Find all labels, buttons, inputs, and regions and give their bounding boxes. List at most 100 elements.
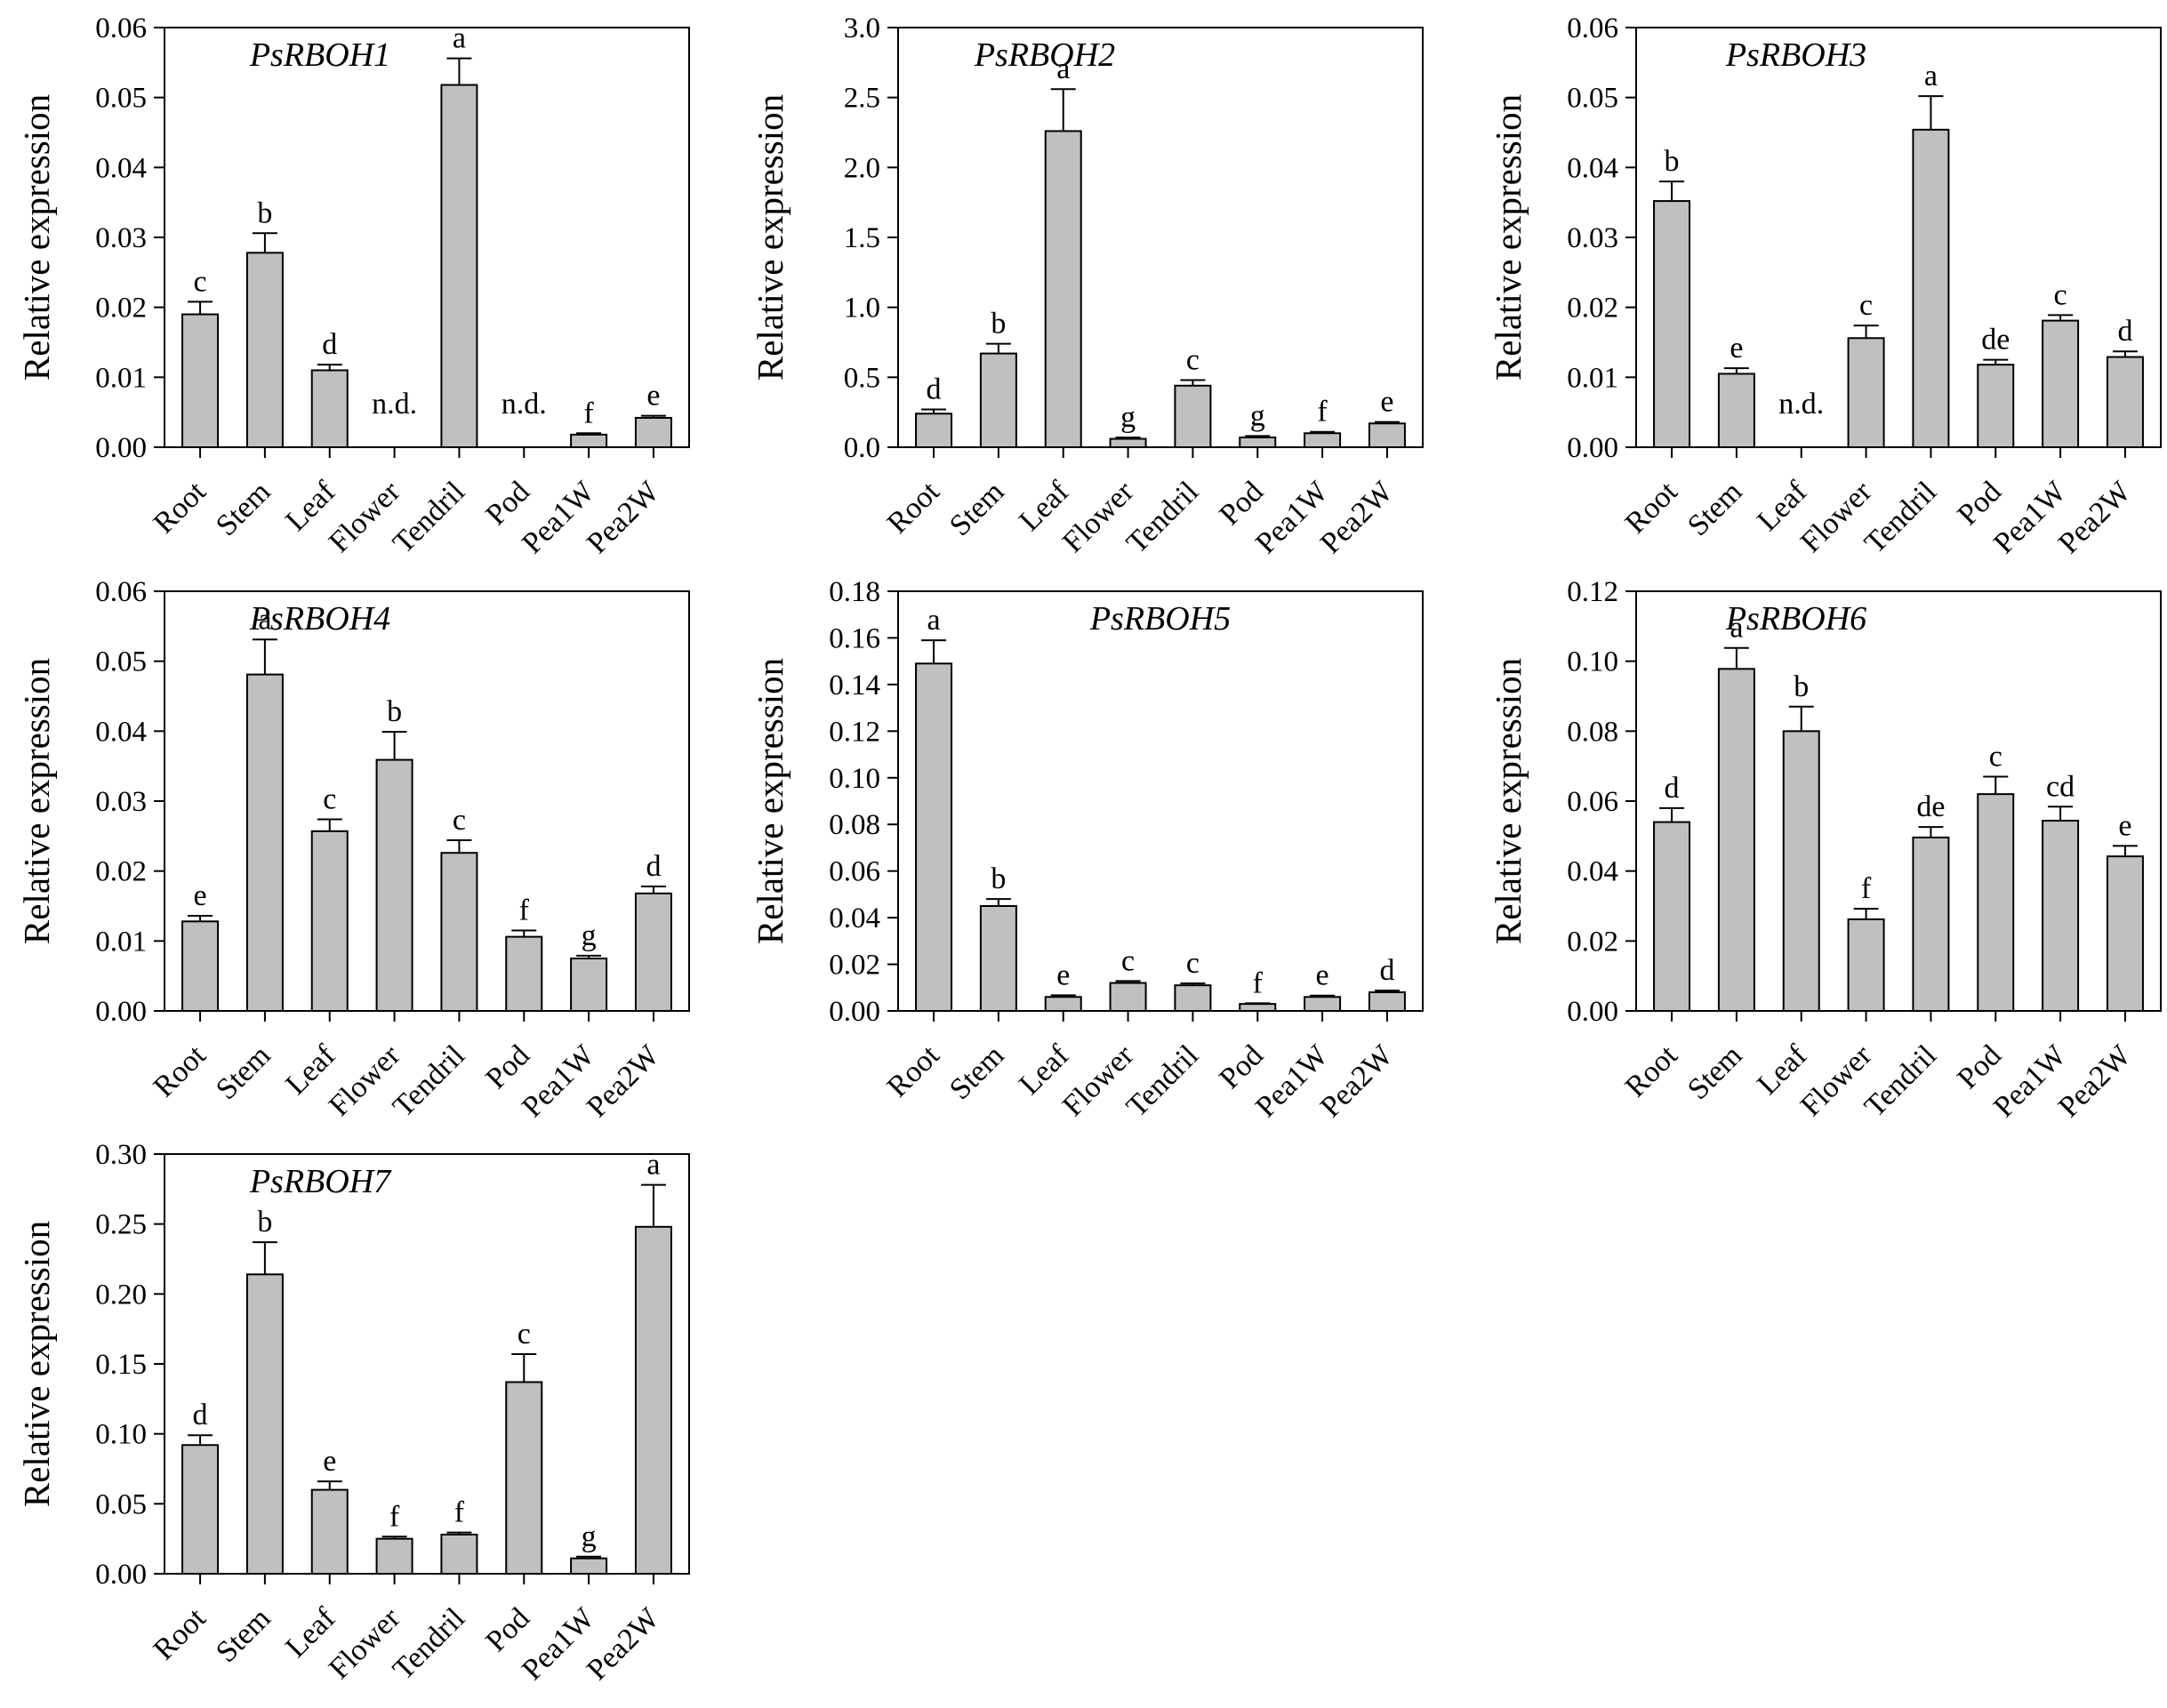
category-label: Pod (1213, 1038, 1270, 1095)
y-axis-title: Relative expression (16, 1221, 57, 1507)
significance-label: a (927, 604, 941, 637)
y-tick-label: 0.01 (95, 926, 147, 958)
significance-label: c (194, 265, 207, 298)
y-axis-title: Relative expression (1488, 658, 1529, 944)
y-tick-label: 0.16 (829, 622, 880, 654)
y-tick-label: 0.00 (95, 432, 147, 464)
significance-label: e (1316, 959, 1329, 992)
y-tick-label: 0.04 (95, 152, 147, 184)
significance-label: f (1317, 396, 1328, 429)
panel-title: PsRBOH2 (974, 36, 1115, 74)
y-tick-label: 0.06 (1567, 786, 1618, 818)
y-tick-label: 0.04 (829, 902, 880, 934)
bar-pod (1239, 1003, 1277, 1012)
y-tick-label: 0.18 (829, 576, 880, 608)
y-tick-label: 0.00 (1567, 996, 1618, 1028)
category-label: Pod (1213, 475, 1270, 532)
bar-pea2w (634, 1225, 672, 1576)
bar-tendril (1174, 384, 1212, 449)
y-tick-label: 0.14 (829, 670, 880, 702)
category-label: Pea2W (1314, 1038, 1400, 1124)
category-label: Pea1W (1249, 475, 1335, 560)
y-tick-label: 0.10 (95, 1419, 147, 1451)
category-label: Tendril (1120, 1038, 1205, 1123)
y-tick-label: 0.05 (95, 1488, 147, 1520)
y-tick-label: 0.04 (1567, 856, 1618, 888)
plot-frame (1635, 590, 2162, 1012)
y-tick-label: 0.10 (1567, 646, 1618, 678)
category-label: Pod (479, 475, 536, 532)
category-label: Pea1W (516, 1601, 601, 1687)
significance-label: f (519, 894, 530, 927)
bar-stem (245, 252, 284, 448)
chart-panel-3: 0.00 0.01 0.02 0.03 0.04 0.05 0.06 Relative exp… (1488, 12, 2162, 560)
y-tick-label: 0.00 (95, 996, 147, 1028)
significance-label: b (387, 695, 402, 728)
y-tick-label: 0.12 (829, 716, 880, 748)
significance-label: c (1859, 289, 1873, 322)
bar-leaf (1044, 130, 1082, 448)
category-label: Pea2W (2052, 475, 2138, 560)
plot-frame (164, 27, 690, 448)
significance-label: e (646, 380, 660, 413)
bar-pea1w (570, 958, 608, 1012)
category-label: Pea1W (1987, 475, 2073, 560)
category-label: Pod (1951, 1038, 2008, 1095)
bar-pea2w (634, 416, 672, 448)
bar-leaf (1044, 996, 1082, 1013)
chart-panel-1: 0.00 0.01 0.02 0.03 0.04 0.05 0.06 Relative exp… (16, 12, 690, 560)
significance-label: b (1665, 145, 1680, 178)
category-label: Tendril (387, 475, 471, 559)
y-axis-title: Relative expression (16, 94, 57, 381)
panel-title: PsRBOH3 (1725, 36, 1866, 74)
y-tick-label: 0.20 (95, 1279, 147, 1311)
bar-pod (1239, 436, 1277, 448)
significance-label: g (1120, 401, 1136, 434)
significance-label: g (1250, 399, 1265, 432)
bar-pea1w (570, 1557, 608, 1576)
category-label: Pea2W (581, 475, 666, 560)
bar-pea2w (1368, 422, 1406, 448)
y-tick-label: 0.02 (829, 950, 880, 982)
category-label: Pea2W (581, 1601, 666, 1687)
significance-label: a (1924, 60, 1938, 92)
y-axis-title: Relative expression (750, 658, 791, 944)
y-tick-label: 0.02 (1567, 293, 1618, 325)
significance-label: e (323, 1445, 336, 1478)
significance-label: e (1380, 386, 1393, 419)
significance-label: c (1121, 944, 1135, 977)
bar-tendril (1174, 984, 1212, 1012)
bar-flower (1109, 437, 1147, 448)
significance-label: b (257, 1206, 272, 1239)
significance-label: b (991, 862, 1006, 895)
significance-label: b (1794, 670, 1809, 703)
y-tick-label: 0.06 (829, 856, 880, 888)
significance-label: d (1379, 954, 1394, 987)
category-label: Tendril (387, 1038, 471, 1123)
y-tick-label: 0.04 (95, 716, 147, 748)
bar-root (181, 313, 220, 448)
y-tick-label: 2.5 (844, 83, 880, 115)
category-label: Flower (323, 475, 407, 559)
significance-label: cd (2046, 770, 2075, 803)
category-label: Tendril (387, 1601, 471, 1686)
category-label: Pea2W (2052, 1038, 2138, 1124)
plot-frame (164, 590, 690, 1012)
bar-pea2w (634, 892, 672, 1013)
category-label: Root (1619, 1038, 1684, 1103)
bar-root (915, 662, 953, 1012)
category-label: Stem (1681, 1038, 1749, 1106)
y-tick-label: 0.02 (95, 856, 147, 888)
category-label: Pod (479, 1038, 536, 1095)
significance-label: n.d. (502, 388, 547, 421)
significance-label: a (1730, 612, 1743, 645)
bar-tendril (440, 84, 478, 449)
category-label: Flower (1056, 1038, 1141, 1123)
significance-label: a (258, 603, 271, 636)
bar-stem (1717, 373, 1755, 448)
bar-flower (1847, 918, 1885, 1012)
significance-label: e (194, 879, 207, 912)
category-label: Tendril (1858, 1038, 1943, 1123)
chart-panel-2: 0.0 0.5 1.0 1.5 2.0 2.5 3.0 Relative expression… (750, 12, 1424, 560)
significance-label: d (927, 373, 942, 406)
